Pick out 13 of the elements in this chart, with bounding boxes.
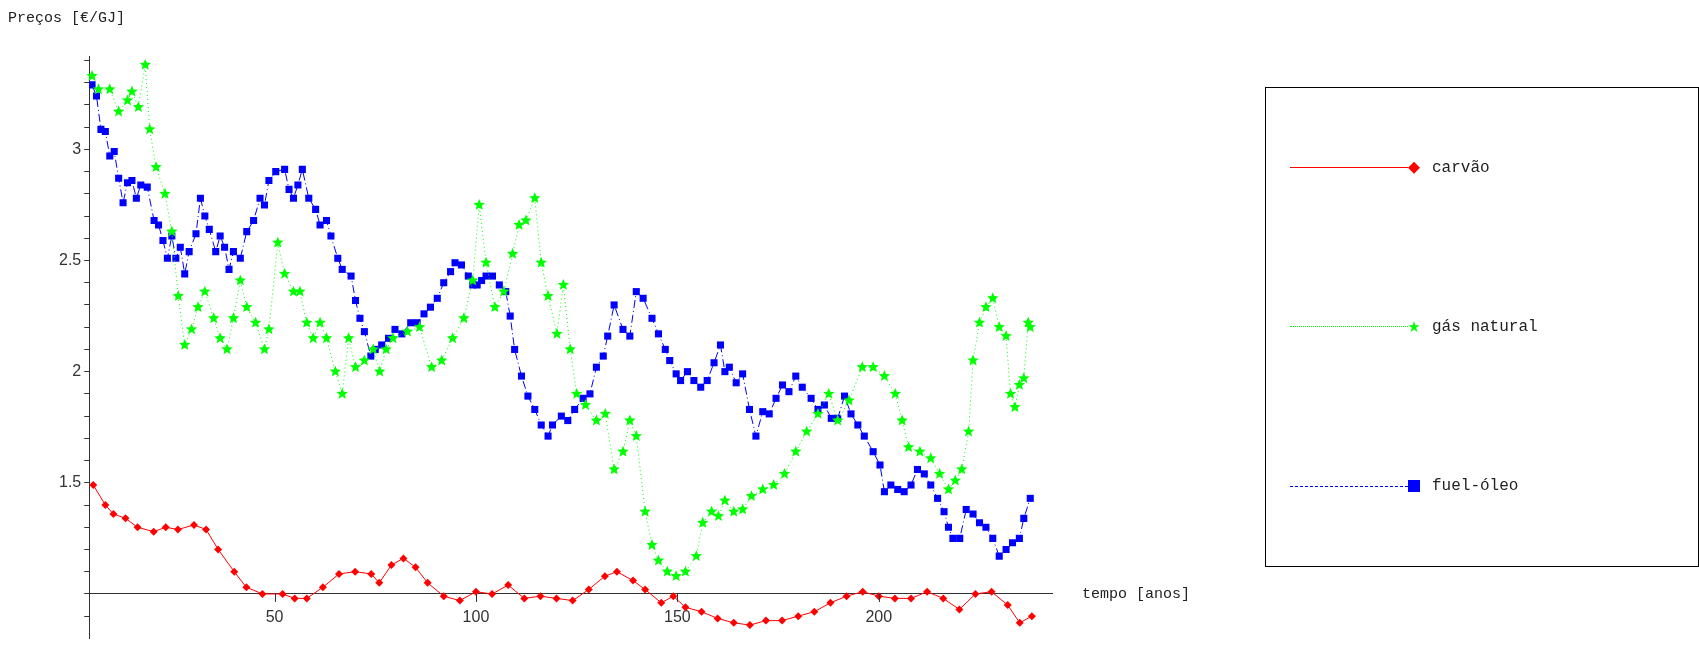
y-tick-label: 3 — [72, 139, 82, 157]
y-tick-label: 1.5 — [58, 473, 82, 491]
legend-label: fuel-óleo — [1432, 477, 1519, 496]
legend-label: gás natural — [1432, 317, 1538, 336]
x-tick-label: 150 — [664, 607, 691, 625]
x-axis-title: tempo [anos] — [1082, 585, 1191, 603]
y-axis-title: Preços [€/GJ] — [8, 9, 126, 27]
x-tick-label: 100 — [462, 607, 490, 625]
x-tick-label: 50 — [265, 607, 284, 625]
legend-label: carvão — [1432, 158, 1490, 177]
y-tick-label: 2.5 — [58, 250, 82, 268]
x-tick-label: 200 — [865, 607, 893, 625]
y-tick-label: 2 — [72, 362, 82, 380]
